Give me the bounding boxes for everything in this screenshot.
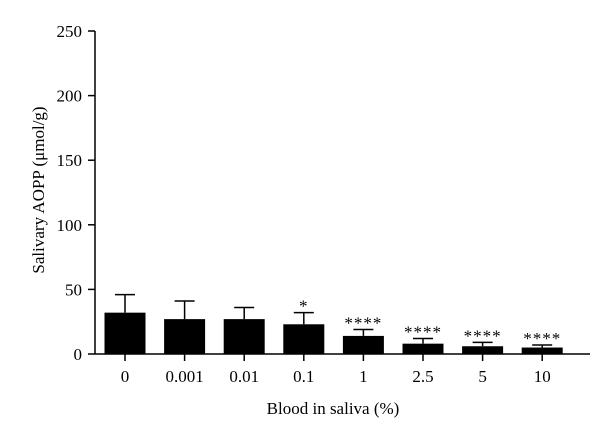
error-bar xyxy=(174,300,195,320)
error-bar xyxy=(353,328,374,336)
bar xyxy=(223,319,265,354)
x-ticks: 0 0.001 0.01 0.1 1 2.5 5 10 xyxy=(121,354,551,386)
bar xyxy=(521,347,563,354)
error-bar xyxy=(472,341,493,347)
y-tick-label: 150 xyxy=(57,151,83,170)
significance-label: * xyxy=(299,297,309,316)
x-tick-label: 5 xyxy=(478,367,487,386)
error-bar xyxy=(115,293,135,313)
y-tick-label: 0 xyxy=(74,345,83,364)
error-bar xyxy=(413,337,433,344)
y-axis-title: Salivary AOPP (μmol/g) xyxy=(29,106,48,273)
axes xyxy=(94,31,590,355)
bar xyxy=(283,324,325,354)
x-tick-label: 0.01 xyxy=(229,367,259,386)
bar xyxy=(342,335,384,354)
significance-label: **** xyxy=(464,326,502,345)
bar xyxy=(402,343,444,354)
x-tick-label: 0.001 xyxy=(165,367,203,386)
y-tick-label: 50 xyxy=(65,280,82,299)
y-tick-label: 250 xyxy=(57,22,83,41)
error-bar xyxy=(532,344,553,348)
significance-label: **** xyxy=(344,313,382,332)
x-tick-label: 0.1 xyxy=(293,367,314,386)
x-axis-title: Blood in saliva (%) xyxy=(267,399,400,418)
y-tick-label: 100 xyxy=(57,216,83,235)
significance-label: **** xyxy=(523,329,561,348)
error-bar xyxy=(293,311,314,325)
bar xyxy=(104,312,146,354)
significance-markers: ***** **** **** **** xyxy=(299,297,561,348)
error-bars xyxy=(115,293,553,348)
x-tick-label: 1 xyxy=(359,367,368,386)
error-bar xyxy=(234,306,255,320)
x-tick-label: 2.5 xyxy=(412,367,433,386)
bars xyxy=(104,312,563,354)
x-tick-label: 10 xyxy=(534,367,551,386)
significance-label: **** xyxy=(404,322,442,341)
bar xyxy=(462,346,504,354)
y-tick-label: 200 xyxy=(57,87,83,106)
bar xyxy=(164,319,206,354)
y-ticks: 0 50 100 150 200 250 xyxy=(57,22,95,364)
x-tick-label: 0 xyxy=(121,367,130,386)
